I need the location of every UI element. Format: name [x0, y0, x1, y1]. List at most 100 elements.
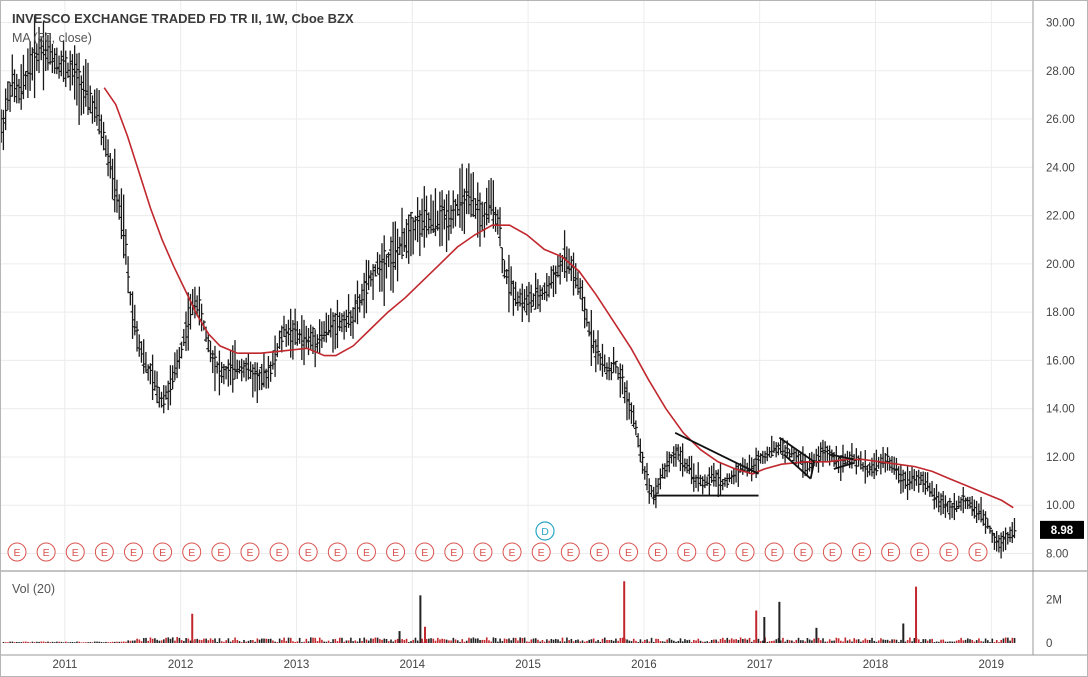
volume-bar — [318, 637, 321, 643]
earnings-marker[interactable] — [123, 542, 143, 562]
volume-bar — [347, 640, 350, 643]
volume-bar — [561, 637, 564, 643]
volume-bar — [256, 638, 259, 643]
volume-bar — [194, 639, 196, 643]
indicator-label[interactable]: MA (50, close) — [12, 31, 92, 45]
volume-bar — [505, 639, 508, 643]
volume-bar — [414, 637, 417, 643]
earnings-marker[interactable] — [386, 542, 406, 562]
volume-bar — [11, 641, 14, 643]
earnings-marker[interactable] — [706, 542, 726, 562]
volume-bar — [136, 638, 138, 643]
volume-spike-bar — [902, 623, 905, 643]
chart-title: INVESCO EXCHANGE TRADED FD TR II, 1W, Cb… — [12, 11, 354, 26]
earnings-marker[interactable] — [822, 542, 842, 562]
volume-bar — [579, 641, 582, 643]
earnings-marker[interactable] — [735, 542, 755, 562]
earnings-marker[interactable] — [939, 542, 959, 562]
volume-bar — [80, 642, 83, 643]
earnings-marker[interactable] — [852, 542, 872, 562]
dividend-marker[interactable] — [535, 521, 555, 541]
volume-bar — [111, 641, 114, 643]
earnings-marker[interactable] — [65, 542, 85, 562]
volume-bar — [673, 640, 675, 643]
volume-bar — [554, 638, 557, 643]
volume-bar — [820, 640, 822, 643]
earnings-marker[interactable] — [473, 542, 493, 562]
volume-bar — [185, 637, 187, 643]
volume-bar — [799, 640, 802, 643]
volume-bar — [272, 640, 274, 643]
earnings-marker[interactable] — [240, 542, 260, 562]
earnings-marker[interactable] — [211, 542, 231, 562]
earnings-marker[interactable] — [619, 542, 639, 562]
volume-bar — [617, 640, 619, 643]
earnings-marker[interactable] — [415, 542, 435, 562]
earnings-marker[interactable] — [153, 542, 173, 562]
volume-bar — [171, 637, 174, 643]
earnings-marker[interactable] — [269, 542, 289, 562]
earnings-marker[interactable] — [356, 542, 376, 562]
price-candles — [0, 15, 1017, 559]
earnings-marker[interactable] — [968, 542, 988, 562]
volume-bar — [862, 640, 864, 643]
volume-bar — [385, 638, 388, 643]
earnings-marker[interactable] — [793, 542, 813, 562]
volume-bar — [728, 639, 731, 643]
volume-bar — [717, 641, 720, 643]
earnings-marker[interactable] — [502, 542, 522, 562]
volume-bar — [929, 639, 931, 643]
volume-bar — [951, 641, 954, 643]
earnings-marker[interactable] — [560, 542, 580, 562]
volume-bar — [784, 641, 786, 643]
volume-bar — [267, 639, 270, 643]
volume-bar — [67, 642, 69, 643]
volume-bar — [933, 642, 936, 643]
earnings-marker-label: E — [72, 547, 79, 559]
volume-bar — [49, 642, 52, 643]
earnings-marker[interactable] — [327, 542, 347, 562]
volume-bar — [917, 639, 920, 643]
volume-bar — [359, 638, 361, 643]
earnings-marker[interactable] — [764, 542, 784, 562]
volume-bar — [176, 636, 178, 643]
earnings-marker[interactable] — [589, 542, 609, 562]
volume-bar — [249, 639, 252, 643]
earnings-marker[interactable] — [7, 542, 27, 562]
volume-spike-bar — [419, 595, 422, 643]
earnings-marker[interactable] — [648, 542, 668, 562]
volume-bar — [701, 641, 704, 643]
earnings-marker[interactable] — [881, 542, 901, 562]
dividend-marker[interactable]: D — [535, 521, 555, 541]
volume-bar — [601, 638, 604, 643]
earnings-marker[interactable] — [298, 542, 318, 562]
earnings-marker[interactable] — [182, 542, 202, 562]
earnings-marker-label: E — [334, 547, 341, 559]
volume-bar — [532, 638, 535, 643]
earnings-marker[interactable] — [531, 542, 551, 562]
price-tick-label: 24.00 — [1046, 162, 1075, 174]
earnings-marker[interactable] — [94, 542, 114, 562]
earnings-marker[interactable] — [910, 542, 930, 562]
volume-bar — [497, 641, 499, 643]
volume-bar — [913, 638, 916, 643]
volume-spike-bar — [424, 626, 427, 643]
volume-bar — [78, 641, 80, 643]
earnings-marker[interactable] — [677, 542, 697, 562]
volume-bar — [626, 639, 628, 643]
pattern-drawings[interactable] — [654, 432, 854, 497]
volume-bar — [966, 638, 969, 643]
volume-bar — [681, 641, 684, 643]
volume-label[interactable]: Vol (20) — [12, 582, 56, 596]
earnings-marker[interactable] — [444, 542, 464, 562]
volume-bar — [806, 638, 809, 643]
volume-bar — [485, 637, 488, 643]
volume-bar — [503, 638, 506, 643]
volume-bar — [909, 637, 911, 643]
earnings-marker[interactable] — [36, 542, 56, 562]
volume-bar — [245, 641, 248, 643]
pennant-apex-line — [809, 461, 816, 479]
earnings-marker-label: E — [916, 547, 923, 559]
